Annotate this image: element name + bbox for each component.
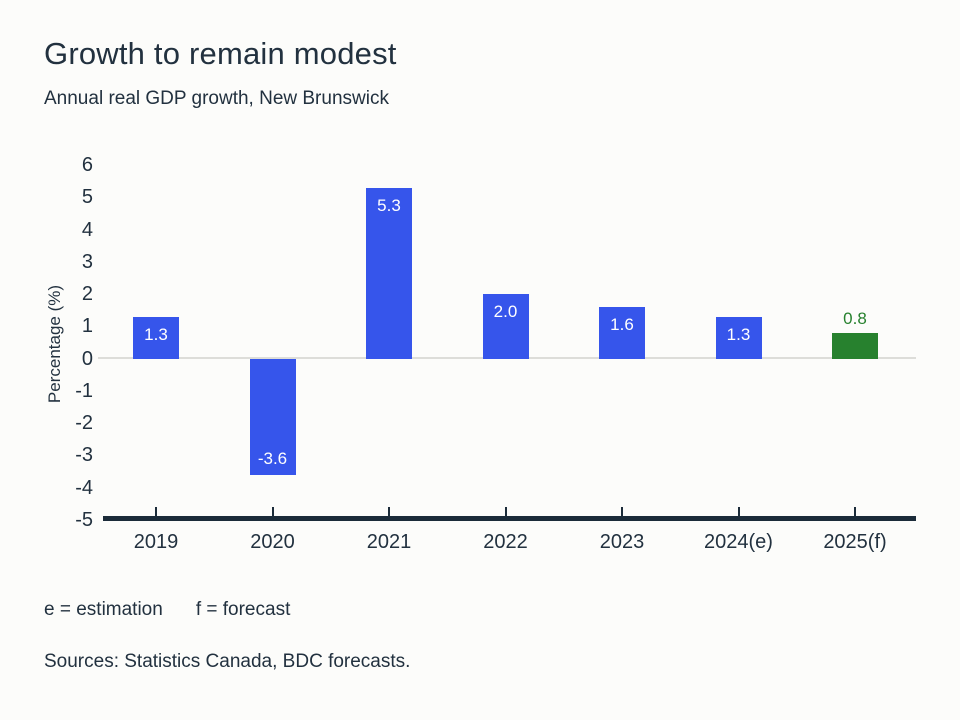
- x-label-2024(e): 2024(e): [704, 531, 773, 553]
- x-tick-2021: [388, 507, 390, 517]
- bar-2023: [599, 307, 645, 359]
- x-label-2022: 2022: [483, 531, 528, 553]
- y-tick--5: -5: [75, 508, 93, 531]
- x-tick-2024(e): [737, 507, 740, 517]
- bar-2021: [366, 187, 412, 359]
- footnote-row: e = estimation f = forecast: [44, 599, 290, 621]
- x-tick-2022: [504, 507, 507, 517]
- x-tick-2025(f): [854, 507, 856, 517]
- bar-value-2021: 5.3: [377, 195, 401, 215]
- x-label-2020: 2020: [250, 531, 295, 553]
- x-axis-line: [103, 516, 916, 521]
- sources-text: Sources: Statistics Canada, BDC forecast…: [44, 651, 411, 672]
- y-tick-6: 6: [81, 154, 93, 177]
- y-tick-4: 4: [81, 218, 93, 241]
- bar-value-2023: 1.6: [610, 315, 634, 335]
- footnote-forecast: f = forecast: [195, 599, 291, 620]
- bar-value-2022: 2.0: [493, 302, 518, 322]
- y-tick-5: 5: [81, 186, 93, 209]
- bar-value-2025(f): 0.8: [843, 308, 867, 328]
- y-tick-0: 0: [81, 347, 93, 370]
- bar-2025(f): [832, 332, 878, 359]
- y-tick--1: -1: [75, 379, 93, 402]
- bar-2020: [249, 358, 296, 475]
- bar-2024(e): [715, 316, 762, 359]
- y-tick--4: -4: [75, 476, 93, 499]
- x-label-2021: 2021: [366, 531, 412, 553]
- x-tick-2020: [271, 507, 274, 517]
- y-tick-1: 1: [81, 315, 93, 338]
- y-tick--2: -2: [75, 412, 93, 435]
- y-tick--3: -3: [75, 444, 93, 467]
- bar-value-2019: 1.3: [144, 324, 168, 344]
- y-tick-3: 3: [81, 250, 93, 273]
- x-tick-2019: [155, 507, 157, 517]
- footnote-estimation: e = estimation: [44, 599, 163, 620]
- bar-value-2024(e): 1.3: [726, 324, 751, 344]
- x-label-2025(f): 2025(f): [823, 531, 887, 553]
- chart-title: Growth to remain modest: [44, 36, 397, 71]
- x-tick-2023: [621, 507, 623, 517]
- bar-2019: [133, 316, 179, 359]
- x-label-2023: 2023: [599, 531, 645, 553]
- y-tick-2: 2: [81, 283, 93, 306]
- chart-subtitle: Annual real GDP growth, New Brunswick: [44, 88, 389, 109]
- bar-value-2020: -3.6: [257, 448, 288, 468]
- x-label-2019: 2019: [133, 531, 179, 553]
- bar-2022: [482, 294, 529, 359]
